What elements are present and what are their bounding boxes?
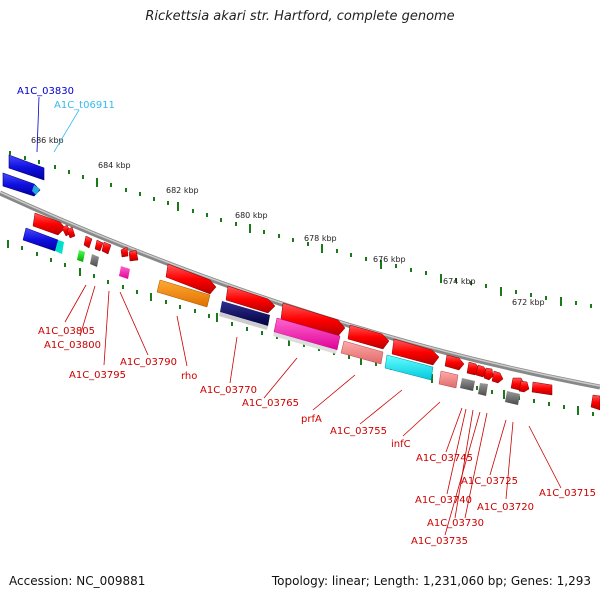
- gene-A1C_03800[interactable]: [83, 235, 93, 249]
- ruler-label-672: 672 kbp: [512, 298, 545, 307]
- label-A1C_03755[interactable]: A1C_03755: [330, 426, 387, 437]
- ruler-label-678: 678 kbp: [304, 234, 337, 243]
- label-A1C_03805[interactable]: A1C_03805: [38, 326, 95, 337]
- genome-summary-text: Topology: linear; Length: 1,231,060 bp; …: [271, 574, 591, 588]
- gene-A1C_03735-top[interactable]: [491, 370, 504, 384]
- gene-prfA-top[interactable]: [347, 324, 390, 350]
- map-title: Rickettsia akari str. Hartford, complete…: [145, 9, 455, 24]
- leader-A1C_t06911: [53, 109, 80, 153]
- feature-navy[interactable]: [220, 301, 270, 326]
- gene-A1C_03755-top[interactable]: [391, 338, 440, 366]
- gene-small-4[interactable]: [128, 249, 139, 262]
- label-A1C_03715[interactable]: A1C_03715: [539, 488, 596, 499]
- gene-A1C_03805[interactable]: [32, 212, 66, 236]
- label-A1C_t06911[interactable]: A1C_t06911: [54, 100, 115, 111]
- feature-orange-rho[interactable]: [156, 279, 211, 308]
- gene-A1C_03770-top[interactable]: [225, 285, 276, 314]
- label-A1C_03725[interactable]: A1C_03725: [461, 476, 518, 487]
- label-A1C_03770[interactable]: A1C_03770: [200, 385, 257, 396]
- accession-text: Accession: NC_009881: [9, 574, 146, 588]
- gene-small-3[interactable]: [101, 241, 112, 255]
- feature-grey-4[interactable]: [505, 391, 520, 405]
- gene-A1C_03730-top[interactable]: [483, 367, 494, 381]
- gene-A1C_03765-top[interactable]: [280, 302, 346, 337]
- label-prfA[interactable]: prfA: [301, 414, 322, 425]
- label-infC[interactable]: infC: [391, 439, 411, 450]
- gene-A1C_03720-top[interactable]: [518, 380, 530, 393]
- feature-pink-small[interactable]: [119, 266, 130, 279]
- gene-small-2[interactable]: [66, 226, 76, 239]
- label-A1C_03795[interactable]: A1C_03795: [69, 370, 126, 381]
- label-A1C_03800[interactable]: A1C_03800: [44, 340, 101, 351]
- feature-grey-strip-2: [273, 332, 337, 354]
- feature-grey-2[interactable]: [460, 378, 475, 391]
- feature-grey-strip: [219, 312, 268, 330]
- ruler-label-684: 684 kbp: [98, 161, 131, 170]
- feature-cyan-large[interactable]: [384, 354, 434, 381]
- leader-A1C_03830: [36, 96, 40, 153]
- ruler-label-686: 686 kbp: [31, 136, 64, 145]
- feature-grey-3[interactable]: [478, 383, 488, 396]
- ruler-label-674: 674 kbp: [443, 277, 476, 286]
- gene-rho-top[interactable]: [165, 263, 217, 295]
- label-A1C_03735[interactable]: A1C_03735: [411, 536, 468, 547]
- gene-A1C_03830-block[interactable]: [8, 154, 45, 181]
- label-A1C_03830[interactable]: A1C_03830: [17, 86, 74, 97]
- label-A1C_03745[interactable]: A1C_03745: [416, 453, 473, 464]
- ruler-track-upper: [9, 151, 592, 308]
- label-A1C_03765[interactable]: A1C_03765: [242, 398, 299, 409]
- label-leaders: [64, 284, 562, 536]
- feature-salmon-1[interactable]: [340, 340, 384, 365]
- gene-infC-top[interactable]: [444, 354, 465, 371]
- feature-green[interactable]: [77, 250, 85, 262]
- gene-A1C_03790[interactable]: [120, 246, 129, 258]
- label-A1C_03740[interactable]: A1C_03740: [415, 495, 472, 506]
- label-A1C_03790[interactable]: A1C_03790: [120, 357, 177, 368]
- ruler-label-680: 680 kbp: [235, 211, 268, 220]
- feature-salmon-2[interactable]: [438, 370, 459, 389]
- feature-track: [22, 227, 520, 405]
- label-rho[interactable]: rho: [181, 371, 197, 382]
- ruler-label-676: 676 kbp: [373, 255, 406, 264]
- feature-grey-1[interactable]: [90, 254, 99, 267]
- gene-right-edge[interactable]: [590, 394, 600, 411]
- ruler-label-682: 682 kbp: [166, 186, 199, 195]
- label-A1C_03720[interactable]: A1C_03720: [477, 502, 534, 513]
- forward-genes: [32, 212, 600, 411]
- gene-A1C_03715-top[interactable]: [531, 381, 553, 396]
- genome-backbone: [0, 190, 600, 390]
- feature-cyan-left[interactable]: [55, 240, 64, 254]
- trna-A1C_t06911[interactable]: [32, 185, 40, 195]
- label-A1C_03730[interactable]: A1C_03730: [427, 518, 484, 529]
- gene-A1C_03795[interactable]: [94, 239, 104, 252]
